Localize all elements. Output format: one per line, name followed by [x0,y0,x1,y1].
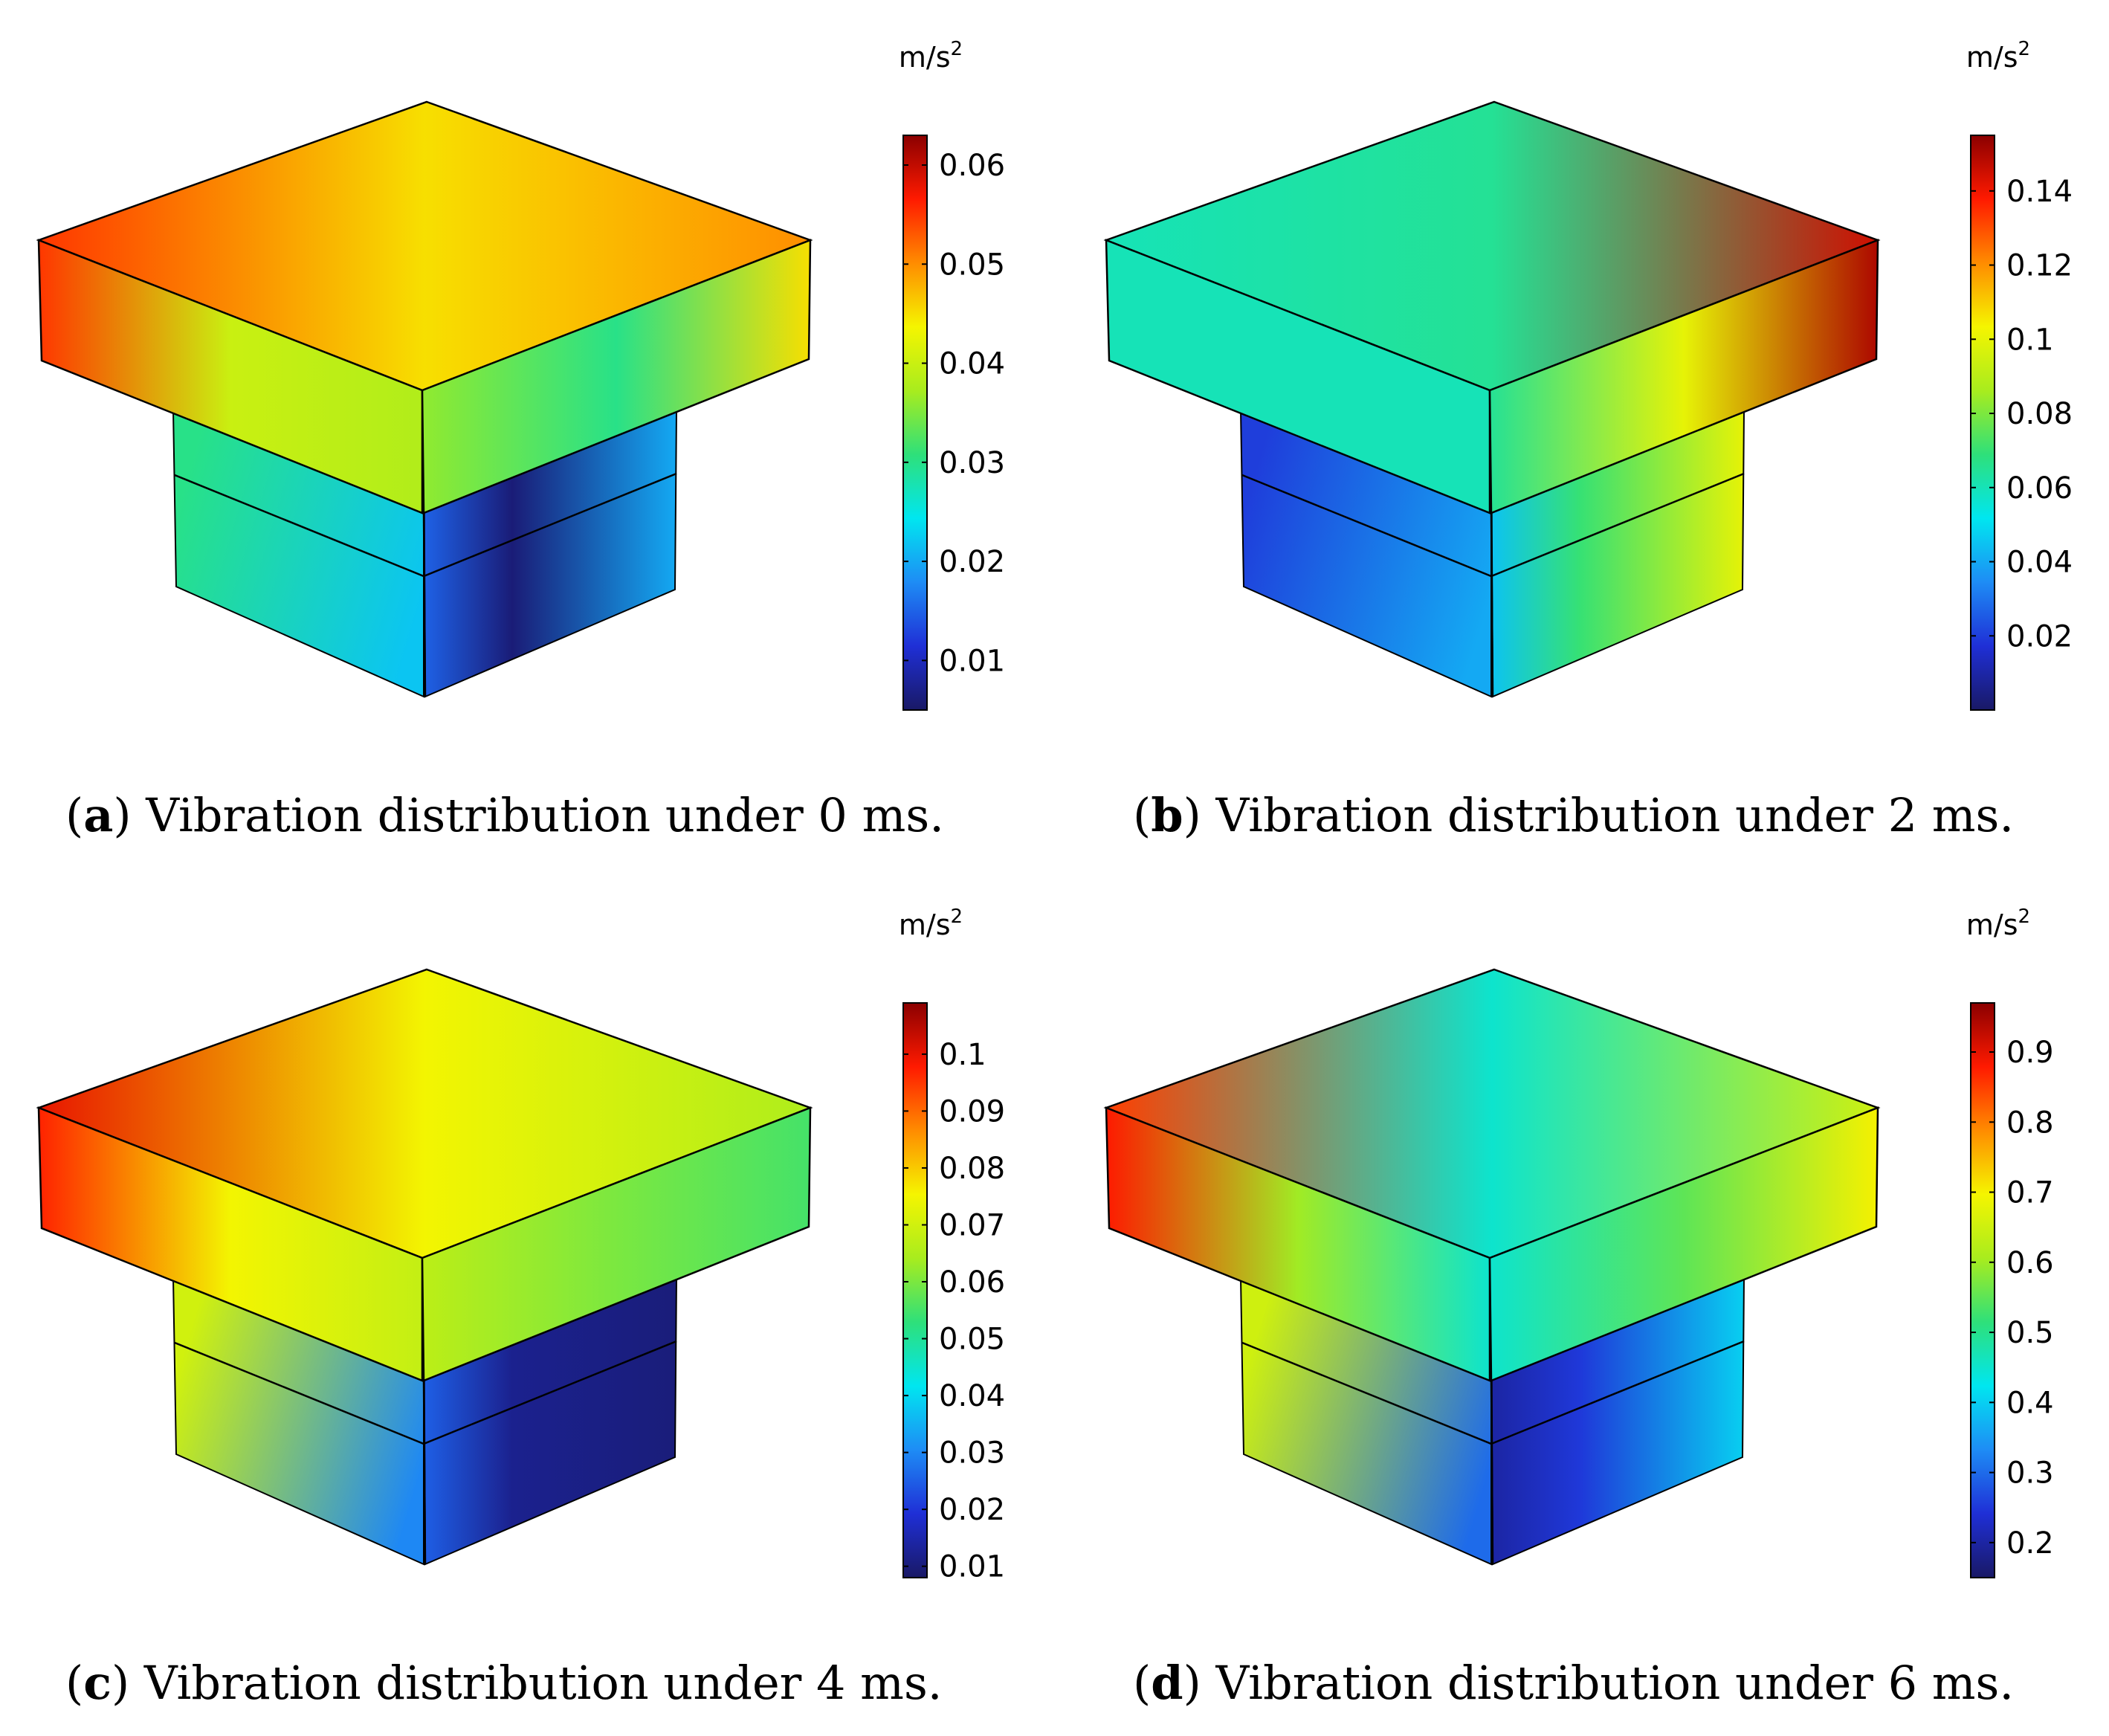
lower-block-edge [1490,1380,1494,1565]
top-plate-left-face [1105,239,1491,514]
caption-text: ) Vibration distribution under 2 ms. [1183,788,2015,842]
lower-block-edge [422,512,427,697]
colorbar-tick-label: 0.4 [2006,1386,2054,1420]
colorbar-tick-label: 0.05 [939,248,1005,282]
panel-c: m/s2 0.01 0.02 0.03 0.04 0.05 0.06 0.07 0.08 0.09… [36,906,1005,1710]
panel-d: m/s2 0.2 0.3 0.4 0.5 0.6 0.7 0.8 0.9 (d) Vibratio… [1103,906,2054,1710]
colorbar-tick-label: 0.09 [939,1094,1005,1129]
unit-exponent: 2 [2018,906,2031,928]
colorbar-tick-label: 0.02 [2006,619,2073,654]
unit-base: m/s [899,909,951,941]
caption-text: ) Vibration distribution under 4 ms. [112,1656,943,1710]
unit-exponent: 2 [2018,38,2031,60]
top-plate-left-face [37,239,424,514]
colorbar-tick-label: 0.06 [939,149,1005,183]
panel-caption: (c) Vibration distribution under 4 ms. [65,1656,942,1710]
colorbar-unit-label: m/s2 [1966,906,2030,941]
caption-open-paren: ( [1133,788,1151,842]
colorbar-tick-label: 0.05 [939,1323,1005,1357]
top-plate-right-face [421,239,812,514]
caption-open-paren: ( [65,788,83,842]
colorbar-tick-label: 0.8 [2006,1106,2054,1140]
colorbar-tick-label: 0.3 [2006,1456,2054,1491]
colorbar-unit-label: m/s2 [899,906,963,941]
colorbar-tick-label: 0.03 [939,1436,1005,1471]
lower-block-edge [1490,512,1494,697]
unit-exponent: 2 [951,906,963,928]
top-plate-right-face [1488,239,1879,514]
panel-caption: (d) Vibration distribution under 6 ms. [1133,1656,2014,1710]
panel-label: d [1151,1656,1183,1710]
colorbar-tick-label: 0.03 [939,446,1005,480]
colorbar-tick-label: 0.08 [2006,397,2073,431]
panel-caption: (a) Vibration distribution under 0 ms. [65,788,944,842]
colorbar-tick-label: 0.14 [2006,175,2073,209]
colorbar-tick-label: 0.9 [2006,1036,2054,1070]
panel-b: m/s2 0.02 0.04 0.06 0.08 0.1 0.12 0.14 (b) Vibra… [1103,38,2073,842]
lower-block-edge [422,1380,427,1565]
colorbar [902,135,928,711]
caption-text: ) Vibration distribution under 6 ms. [1183,1656,2015,1710]
colorbar-tick-label: 0.1 [2006,323,2054,357]
colorbar-tick-label: 0.1 [939,1038,986,1072]
colorbar-tick-label: 0.2 [2006,1526,2054,1561]
panel-label: a [83,788,113,842]
colorbar [902,1002,928,1578]
colorbar-tick-label: 0.5 [2006,1316,2054,1350]
colorbar-tick-label: 0.07 [939,1208,1005,1242]
colorbar [1970,1002,1995,1578]
colorbar-unit-label: m/s2 [1966,38,2030,74]
unit-base: m/s [899,41,951,74]
unit-exponent: 2 [951,38,963,60]
caption-text: ) Vibration distribution under 0 ms. [113,788,944,842]
top-plate-left-face [37,1106,424,1382]
top-plate-left-face [1105,1106,1491,1382]
caption-open-paren: ( [1133,1656,1151,1710]
panel-label: c [83,1656,112,1710]
colorbar-tick-label: 0.6 [2006,1246,2054,1280]
panel-a: m/s2 0.01 0.02 0.03 0.04 0.05 0.06 (a) Vibratio… [36,38,1005,842]
colorbar-unit-label: m/s2 [899,38,963,74]
panel-caption: (b) Vibration distribution under 2 ms. [1133,788,2014,842]
colorbar-tick-label: 0.7 [2006,1176,2054,1210]
top-plate-right-face [1488,1106,1879,1382]
colorbar-tick-label: 0.12 [2006,249,2073,283]
colorbar-tick-label: 0.04 [939,1379,1005,1413]
panel-label: b [1151,788,1183,842]
colorbar-tick-label: 0.04 [2006,546,2073,580]
caption-open-paren: ( [65,1656,83,1710]
colorbar [1970,135,1995,711]
unit-base: m/s [1966,909,2018,941]
colorbar-tick-label: 0.06 [2006,471,2073,506]
unit-base: m/s [1966,41,2018,74]
colorbar-tick-label: 0.02 [939,1493,1005,1527]
colorbar-tick-label: 0.01 [939,1550,1005,1584]
colorbar-tick-label: 0.01 [939,644,1005,678]
colorbar-tick-label: 0.08 [939,1152,1005,1186]
colorbar-tick-label: 0.04 [939,347,1005,381]
colorbar-tick-label: 0.06 [939,1265,1005,1300]
top-plate-right-face [421,1106,812,1382]
colorbar-tick-label: 0.02 [939,545,1005,579]
